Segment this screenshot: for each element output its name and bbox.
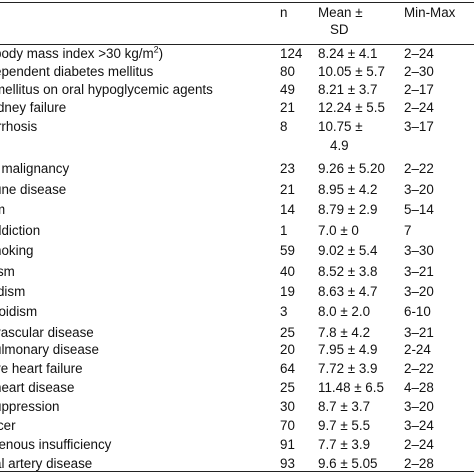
row-range: 2–30: [404, 64, 434, 79]
row-mean: 12.24 ± 5.5: [318, 100, 385, 115]
row-n: 19: [280, 284, 295, 299]
row-n: 40: [280, 264, 295, 279]
row-range: 2–17: [404, 82, 434, 97]
header-mean-line1: Mean ±: [318, 5, 363, 20]
row-mean: 8.24 ± 4.1: [318, 46, 378, 61]
table-top-rule: [0, 2, 474, 3]
row-condition: roidism: [0, 304, 38, 319]
row-condition: idism: [0, 284, 26, 299]
row-mean: 7.72 ± 3.9: [318, 361, 378, 376]
row-mean: 9.26 ± 5.20: [318, 161, 385, 176]
row-condition: irrhosis: [0, 119, 38, 134]
row-condition: ependent diabetes mellitus: [0, 64, 154, 79]
table-bottom-rule: [0, 471, 474, 472]
row-mean: 8.95 ± 4.2: [318, 182, 378, 197]
row-condition: noking: [0, 243, 34, 258]
row-condition: m: [0, 201, 5, 218]
row-range: 2–24: [404, 100, 434, 115]
row-range: 3–21: [404, 325, 434, 340]
header-n: n: [280, 5, 288, 20]
row-n: 3: [280, 304, 288, 319]
row-mean: 8.21 ± 3.7: [318, 82, 378, 97]
header-mean-line2: SD: [330, 22, 349, 37]
row-range: 2–28: [404, 456, 434, 471]
row-condition: mellitus on oral hypoglycemic agents: [0, 82, 213, 97]
row-range: 7: [404, 223, 412, 238]
row-n: 25: [280, 380, 295, 395]
row-mean: 7.0 ± 0: [318, 223, 359, 238]
row-range: 3–17: [404, 119, 434, 134]
row-condition: ulmonary disease: [0, 342, 99, 357]
row-n: 49: [280, 82, 295, 97]
row-mean: 8.52 ± 3.8: [318, 264, 378, 279]
row-mean: 8.79 ± 2.9: [318, 202, 378, 217]
row-n: 124: [280, 46, 303, 61]
row-n: 23: [280, 161, 295, 176]
row-n: 21: [280, 100, 295, 115]
row-range: 4–28: [404, 380, 434, 395]
row-n: 30: [280, 399, 295, 414]
row-n: 25: [280, 325, 295, 340]
row-range: 5–14: [404, 202, 434, 217]
row-mean: 9.7 ± 5.5: [318, 418, 371, 433]
row-range: 2–22: [404, 161, 434, 176]
row-condition: f malignancy: [0, 161, 70, 176]
row-condition: heart disease: [0, 380, 75, 395]
row-condition: renous insufficiency: [0, 437, 112, 452]
row-condition: body mass index >30 kg/m2): [0, 44, 164, 61]
row-range: 3–21: [404, 264, 434, 279]
row-range: 3–20: [404, 284, 434, 299]
row-n: 80: [280, 64, 295, 79]
row-range: 2–24: [404, 46, 434, 61]
row-range: 3–20: [404, 399, 434, 414]
row-mean: 8.7 ± 3.7: [318, 399, 371, 414]
row-n: 14: [280, 202, 295, 217]
row-condition: ve heart failure: [0, 361, 83, 376]
row-mean: 7.7 ± 3.9: [318, 437, 371, 452]
row-mean: 8.0 ± 2.0: [318, 304, 371, 319]
row-range: 3–30: [404, 243, 434, 258]
row-condition: idney failure: [0, 100, 67, 115]
row-mean: 11.48 ± 6.5: [318, 380, 384, 395]
row-mean: 7.8 ± 4.2: [318, 325, 371, 340]
row-condition: lcer: [0, 418, 16, 433]
row-condition: ddiction: [0, 223, 41, 238]
row-n: 91: [280, 437, 295, 452]
row-condition: une disease: [0, 182, 67, 197]
row-n: 1: [280, 223, 288, 238]
row-mean: 9.02 ± 5.4: [318, 243, 378, 258]
row-range: 6-10: [404, 304, 431, 319]
row-mean: 10.05 ± 5.7: [318, 64, 385, 79]
row-mean: 7.95 ± 4.9: [318, 342, 378, 357]
row-condition: uppression: [0, 399, 60, 414]
table-header-rule: [0, 44, 474, 45]
row-range: 2–24: [404, 437, 434, 452]
row-range: 3–20: [404, 182, 434, 197]
row-n: 93: [280, 456, 295, 471]
row-condition: al artery disease: [0, 456, 93, 471]
row-range: 2–22: [404, 361, 434, 376]
superscript: 2: [153, 44, 159, 55]
header-min-max: Min-Max: [404, 5, 456, 20]
row-mean: 10.75 ±: [318, 119, 363, 134]
row-range: 2-24: [404, 342, 431, 357]
row-n: 70: [280, 418, 295, 433]
row-n: 59: [280, 243, 295, 258]
row-n: 64: [280, 361, 295, 376]
row-n: 21: [280, 182, 295, 197]
row-n: 20: [280, 342, 295, 357]
row-n: 8: [280, 119, 288, 134]
row-mean: 9.6 ± 5.05: [318, 456, 378, 471]
row-condition: ism: [0, 264, 15, 279]
row-mean: 8.63 ± 4.7: [318, 284, 378, 299]
row-mean-continued: 4.9: [330, 138, 349, 153]
row-condition: vascular disease: [0, 325, 94, 340]
row-range: 3–24: [404, 418, 434, 433]
